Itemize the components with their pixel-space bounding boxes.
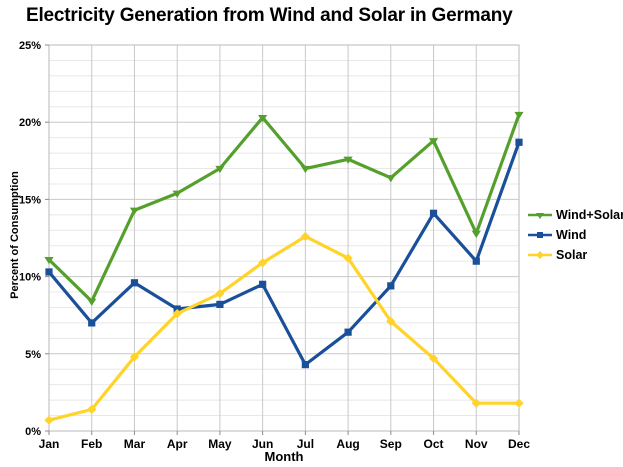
data-point	[87, 298, 97, 306]
data-point	[343, 156, 353, 164]
x-tick-label: Jul	[297, 437, 314, 451]
data-point	[536, 250, 544, 259]
y-tick-label: 25%	[19, 40, 41, 52]
legend-item-wind-solar: Wind+Solar	[527, 207, 623, 222]
x-tick-label: Feb	[81, 437, 102, 451]
data-point	[515, 138, 523, 146]
data-point	[428, 353, 439, 364]
legend-label-wind: Wind	[556, 227, 587, 242]
data-point	[386, 175, 396, 183]
legend-swatch-wind-solar	[528, 212, 552, 219]
x-tick-label: Jan	[39, 437, 60, 451]
x-tick-label: Jun	[252, 437, 273, 451]
x-tick-label: Aug	[336, 437, 359, 451]
x-tick-label: Dec	[508, 437, 530, 451]
y-tick-label: 10%	[19, 272, 41, 284]
data-point	[258, 114, 268, 123]
x-axis-title: Month	[264, 449, 304, 464]
data-point	[387, 282, 395, 290]
data-point	[514, 398, 524, 408]
y-tick-label: 20%	[19, 117, 41, 129]
data-point	[471, 398, 481, 408]
data-point	[537, 231, 543, 238]
data-point	[216, 300, 224, 308]
data-point	[300, 231, 310, 242]
legend-swatch-solar	[528, 250, 552, 259]
legend-label-wind-solar: Wind+Solar	[556, 207, 623, 222]
data-point	[429, 209, 438, 217]
series-line-wind-solar	[47, 113, 521, 303]
y-tick-label: 5%	[25, 349, 41, 361]
data-point	[45, 268, 53, 276]
data-point	[172, 309, 182, 319]
legend: Wind+Solar Wind Solar	[527, 207, 623, 262]
data-point	[472, 257, 480, 265]
data-point	[514, 111, 524, 120]
data-point	[172, 190, 182, 198]
data-point	[259, 280, 267, 288]
x-tick-label: Apr	[167, 437, 188, 451]
series-line-wind	[47, 141, 521, 367]
chart-title: Electricity Generation from Wind and Sol…	[26, 5, 513, 26]
data-point	[130, 279, 139, 287]
series-line-solar	[48, 234, 519, 422]
y-tick-label: 0%	[25, 426, 41, 438]
data-point	[44, 257, 54, 265]
x-tick-label: Mar	[124, 437, 146, 451]
data-point	[386, 316, 396, 326]
data-point	[301, 361, 309, 369]
data-point	[215, 288, 225, 299]
data-point	[88, 319, 96, 327]
y-tick-label: 15%	[19, 194, 41, 206]
x-tick-label: Sep	[380, 437, 402, 451]
legend-item-wind: Wind	[527, 227, 623, 242]
data-point	[87, 404, 97, 414]
x-tick-label: May	[208, 437, 232, 451]
x-tick-label: Nov	[465, 437, 488, 451]
data-point	[344, 328, 352, 336]
data-point	[44, 415, 54, 425]
data-point	[471, 230, 481, 238]
data-point	[343, 253, 353, 263]
data-point	[129, 207, 140, 215]
data-point	[428, 138, 439, 146]
data-point	[129, 352, 140, 362]
data-point	[215, 165, 225, 174]
legend-swatch-wind	[528, 231, 552, 238]
data-point	[536, 212, 544, 219]
data-point	[173, 305, 181, 313]
data-point	[300, 165, 310, 174]
legend-item-solar: Solar	[527, 247, 623, 262]
data-point	[258, 258, 268, 268]
legend-label-solar: Solar	[556, 247, 588, 262]
x-tick-label: Oct	[424, 437, 444, 451]
